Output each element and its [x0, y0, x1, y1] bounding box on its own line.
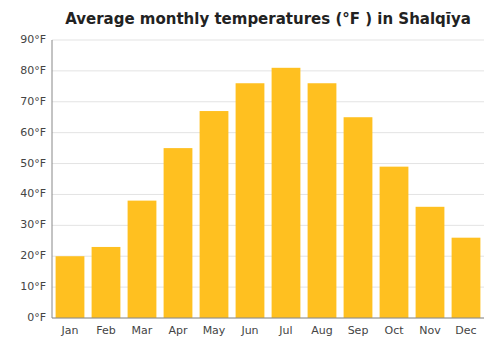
y-axis-line [52, 40, 53, 318]
bar [308, 83, 337, 318]
x-tick-label: Dec [455, 324, 476, 337]
x-axis-line [52, 318, 484, 319]
bar [380, 167, 409, 318]
x-tick-label: Feb [96, 324, 115, 337]
y-tick-label: 80°F [20, 64, 46, 77]
x-tick-label: Aug [311, 324, 332, 337]
bars [56, 68, 481, 318]
grid-line [52, 101, 484, 102]
bar [92, 247, 121, 318]
y-tick-label: 60°F [20, 126, 46, 139]
chart-title: Average monthly temperatures (°F ) in Sh… [65, 10, 471, 28]
x-tick-label: Mar [132, 324, 153, 337]
bar [272, 68, 301, 318]
y-tick-label: 30°F [20, 218, 46, 231]
y-tick-label: 50°F [20, 157, 46, 170]
y-tick-label: 90°F [20, 33, 46, 46]
x-axis: Jan Feb Mar Apr May Jun Jul Aug Sep Oct Nov Dec [61, 324, 477, 337]
y-axis: 0°F 10°F 20°F 30°F 40°F 50°F 60°F 70°F 80°F 90°F [20, 33, 484, 324]
grid-line [52, 70, 484, 71]
y-tick-label: 20°F [20, 249, 46, 262]
y-tick-label: 10°F [20, 280, 46, 293]
y-tick-label: 40°F [20, 187, 46, 200]
bar [344, 117, 373, 318]
bar [128, 201, 157, 318]
x-tick-label: Apr [168, 324, 188, 337]
x-tick-label: Jul [278, 324, 292, 337]
y-tick-label: 0°F [27, 311, 46, 324]
x-tick-label: May [203, 324, 226, 337]
grid-line [52, 194, 484, 195]
chart-svg: Average monthly temperatures (°F ) in Sh… [0, 0, 500, 350]
chart-container: Average monthly temperatures (°F ) in Sh… [0, 0, 500, 350]
x-tick-label: Nov [419, 324, 441, 337]
y-tick-label: 70°F [20, 95, 46, 108]
bar [56, 256, 85, 318]
x-tick-label: Sep [348, 324, 369, 337]
bar [200, 111, 229, 318]
x-tick-label: Jan [61, 324, 79, 337]
x-tick-label: Oct [384, 324, 404, 337]
bar [236, 83, 265, 318]
grid-line [52, 318, 484, 319]
grid-line [52, 163, 484, 164]
bar [452, 238, 481, 318]
bar [164, 148, 193, 318]
grid-line [52, 40, 484, 41]
bar [416, 207, 445, 318]
x-tick-label: Jun [240, 324, 258, 337]
grid-line [52, 132, 484, 133]
